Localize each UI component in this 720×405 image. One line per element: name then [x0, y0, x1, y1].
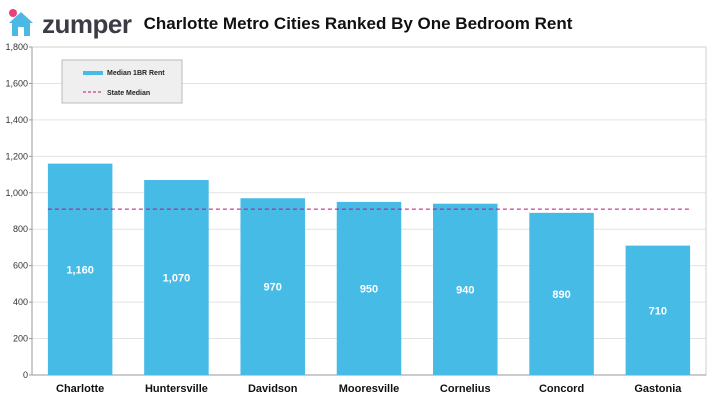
bars — [47, 163, 691, 375]
y-tick-label: 0 — [23, 370, 28, 380]
data-label: 1,070 — [163, 273, 191, 285]
legend-swatch-bar — [83, 71, 103, 75]
data-label: 940 — [456, 284, 474, 296]
x-tick-label: Huntersville — [145, 383, 208, 395]
legend-box — [61, 59, 183, 104]
bar — [47, 163, 113, 375]
x-tick-label: Davidson — [248, 383, 298, 395]
bar — [433, 203, 498, 375]
legend-label: State Median — [107, 90, 150, 97]
bar — [240, 198, 305, 375]
x-tick-label: Concord — [539, 383, 584, 395]
y-tick-label: 800 — [13, 224, 28, 234]
bar — [336, 201, 402, 375]
y-tick-label: 1,000 — [5, 188, 28, 198]
bar — [625, 245, 691, 375]
data-labels: 1,160 1,070 970 950 940 890 710 — [66, 264, 667, 317]
x-tick-label: Cornelius — [440, 383, 491, 395]
bar — [144, 180, 209, 375]
data-label: 1,160 — [66, 264, 94, 276]
x-tick-label: Charlotte — [56, 383, 104, 395]
data-label: 970 — [264, 282, 282, 294]
y-tick-label: 1,200 — [5, 151, 28, 161]
legend: Median 1BR Rent State Median — [61, 59, 183, 104]
legend-label: Median 1BR Rent — [107, 70, 165, 77]
logo-text: zumper — [42, 9, 132, 39]
zumper-logo: zumper — [6, 6, 132, 40]
data-label: 890 — [552, 289, 570, 301]
house-pin-icon — [9, 9, 33, 36]
y-tick-label: 1,400 — [5, 115, 28, 125]
y-tick-label: 200 — [13, 334, 28, 344]
y-tick-label: 400 — [13, 297, 28, 307]
y-tick-label: 1,600 — [5, 78, 28, 88]
y-tick-label: 1,800 — [5, 42, 28, 52]
bar — [529, 212, 594, 375]
y-tick-label: 600 — [13, 261, 28, 271]
data-label: 950 — [360, 283, 378, 295]
x-tick-label: Mooresville — [339, 383, 400, 395]
chart-title: Charlotte Metro Cities Ranked By One Bed… — [143, 14, 573, 33]
data-label: 710 — [649, 305, 667, 317]
x-tick-label: Gastonia — [634, 383, 682, 395]
